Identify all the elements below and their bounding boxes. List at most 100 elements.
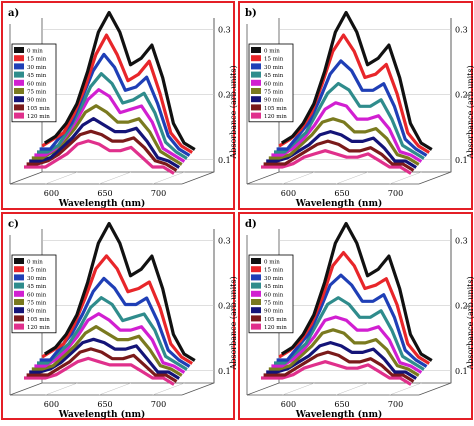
legend-swatch <box>251 79 261 86</box>
series-line-0-min <box>280 221 433 362</box>
grid-line-x <box>282 382 315 396</box>
series-line-45-min <box>37 296 188 371</box>
series-line-15-min <box>41 254 194 365</box>
y-axis-label: Absorbance (arb.units) <box>229 276 238 370</box>
legend-label: 105 min <box>27 106 50 112</box>
x-tick-label: 600 <box>44 400 59 409</box>
y-tick-label: 0.3 <box>455 236 468 245</box>
series-line-60-min <box>271 315 423 374</box>
legend-swatch <box>251 274 261 281</box>
legend-swatch <box>14 63 24 70</box>
legend-swatch <box>251 299 261 305</box>
series-line-75-min <box>268 328 420 377</box>
y-tick-label: 0.3 <box>455 25 468 34</box>
legend-swatch <box>14 71 24 78</box>
series-line-30-min <box>276 59 428 157</box>
legend-label: 60 min <box>27 81 47 87</box>
legend-swatch <box>251 104 261 111</box>
series-line-0-min <box>43 10 196 151</box>
series-line-105-min <box>263 139 415 172</box>
legend-swatch <box>14 315 24 322</box>
series-line-45-min <box>37 72 188 160</box>
legend-label: 75 min <box>264 90 284 96</box>
legend-swatch <box>14 88 24 94</box>
legend-label: 45 min <box>27 73 47 79</box>
y-tick-label: 0.2 <box>218 91 231 100</box>
grid-line-x <box>152 382 185 396</box>
x-axis-label: Wavelength (nm) <box>295 198 383 209</box>
grid-line-x <box>389 171 422 185</box>
legend-swatch <box>251 55 261 62</box>
floor-edge-left <box>246 382 280 396</box>
y-tick-label: 0.1 <box>455 156 468 165</box>
legend-swatch <box>251 112 261 119</box>
legend-swatch <box>251 96 261 103</box>
legend-label: 105 min <box>27 317 50 323</box>
chart-panel-4: 0.1 0.2 0.3 600 650 700 Wavelength (nm) Absorba… <box>238 212 474 420</box>
x-tick-label: 650 <box>97 400 112 409</box>
legend-swatch <box>251 47 261 53</box>
series-line-45-min <box>274 296 425 371</box>
legend-label: 120 min <box>27 325 50 331</box>
x-tick-label: 650 <box>97 189 112 198</box>
legend-swatch <box>14 266 24 273</box>
legend-label: 120 min <box>264 325 287 331</box>
legend-swatch <box>251 63 261 70</box>
legend-label: 0 min <box>27 49 43 55</box>
series-line-30-min <box>276 273 428 368</box>
series-line-75-min <box>268 117 420 166</box>
legend-swatch <box>251 71 261 78</box>
legend-swatch <box>14 112 24 119</box>
series-line-90-min <box>29 116 181 169</box>
legend-label: 30 min <box>27 65 47 71</box>
series-line-105-min <box>263 350 415 383</box>
legend-swatch <box>14 323 24 330</box>
legend-label: 15 min <box>27 57 47 63</box>
grid-line-x <box>152 171 185 185</box>
panel-label: c) <box>8 219 19 230</box>
panel-label: b) <box>245 8 257 19</box>
y-tick-label: 0.1 <box>218 156 231 165</box>
legend-label: 90 min <box>264 309 284 315</box>
y-tick-label: 0.1 <box>455 367 468 376</box>
floor-edge-right <box>418 382 452 396</box>
y-tick-label: 0.2 <box>218 302 231 311</box>
x-tick-label: 700 <box>151 400 166 409</box>
floor-edge-left <box>9 171 43 185</box>
series-line-45-min <box>274 81 425 160</box>
floor-edge-right <box>181 382 215 396</box>
x-tick-label: 700 <box>388 400 403 409</box>
series-line-60-min <box>271 101 423 163</box>
series-line-15-min <box>41 33 194 154</box>
legend-label: 60 min <box>27 292 47 298</box>
legend-label: 30 min <box>264 276 284 282</box>
legend-label: 60 min <box>264 81 284 87</box>
series-line-75-min <box>31 324 183 377</box>
legend-label: 120 min <box>27 114 50 120</box>
panel-label: a) <box>8 8 19 19</box>
legend-swatch <box>251 266 261 273</box>
legend-label: 75 min <box>264 301 284 307</box>
legend-swatch <box>14 282 24 289</box>
y-axis-label: Absorbance (arb.units) <box>466 65 474 159</box>
legend-label: 0 min <box>264 260 280 266</box>
legend-swatch <box>14 307 24 314</box>
legend-label: 90 min <box>27 309 47 315</box>
legend-label: 90 min <box>264 98 284 104</box>
grid-line-x <box>389 382 422 396</box>
y-tick-label: 0.2 <box>455 91 468 100</box>
series-line-120-min <box>261 149 412 175</box>
legend-label: 30 min <box>27 276 47 282</box>
legend-swatch <box>251 290 261 297</box>
legend-label: 15 min <box>264 57 284 63</box>
legend-swatch <box>14 96 24 103</box>
y-tick-label: 0.1 <box>218 367 231 376</box>
series-line-60-min <box>34 312 186 374</box>
legend-label: 90 min <box>27 98 47 104</box>
y-tick-label: 0.3 <box>218 236 231 245</box>
x-tick-label: 600 <box>281 189 296 198</box>
floor-edge-right <box>418 171 452 185</box>
grid-line-x <box>45 171 78 185</box>
grid-line-x <box>45 382 78 396</box>
